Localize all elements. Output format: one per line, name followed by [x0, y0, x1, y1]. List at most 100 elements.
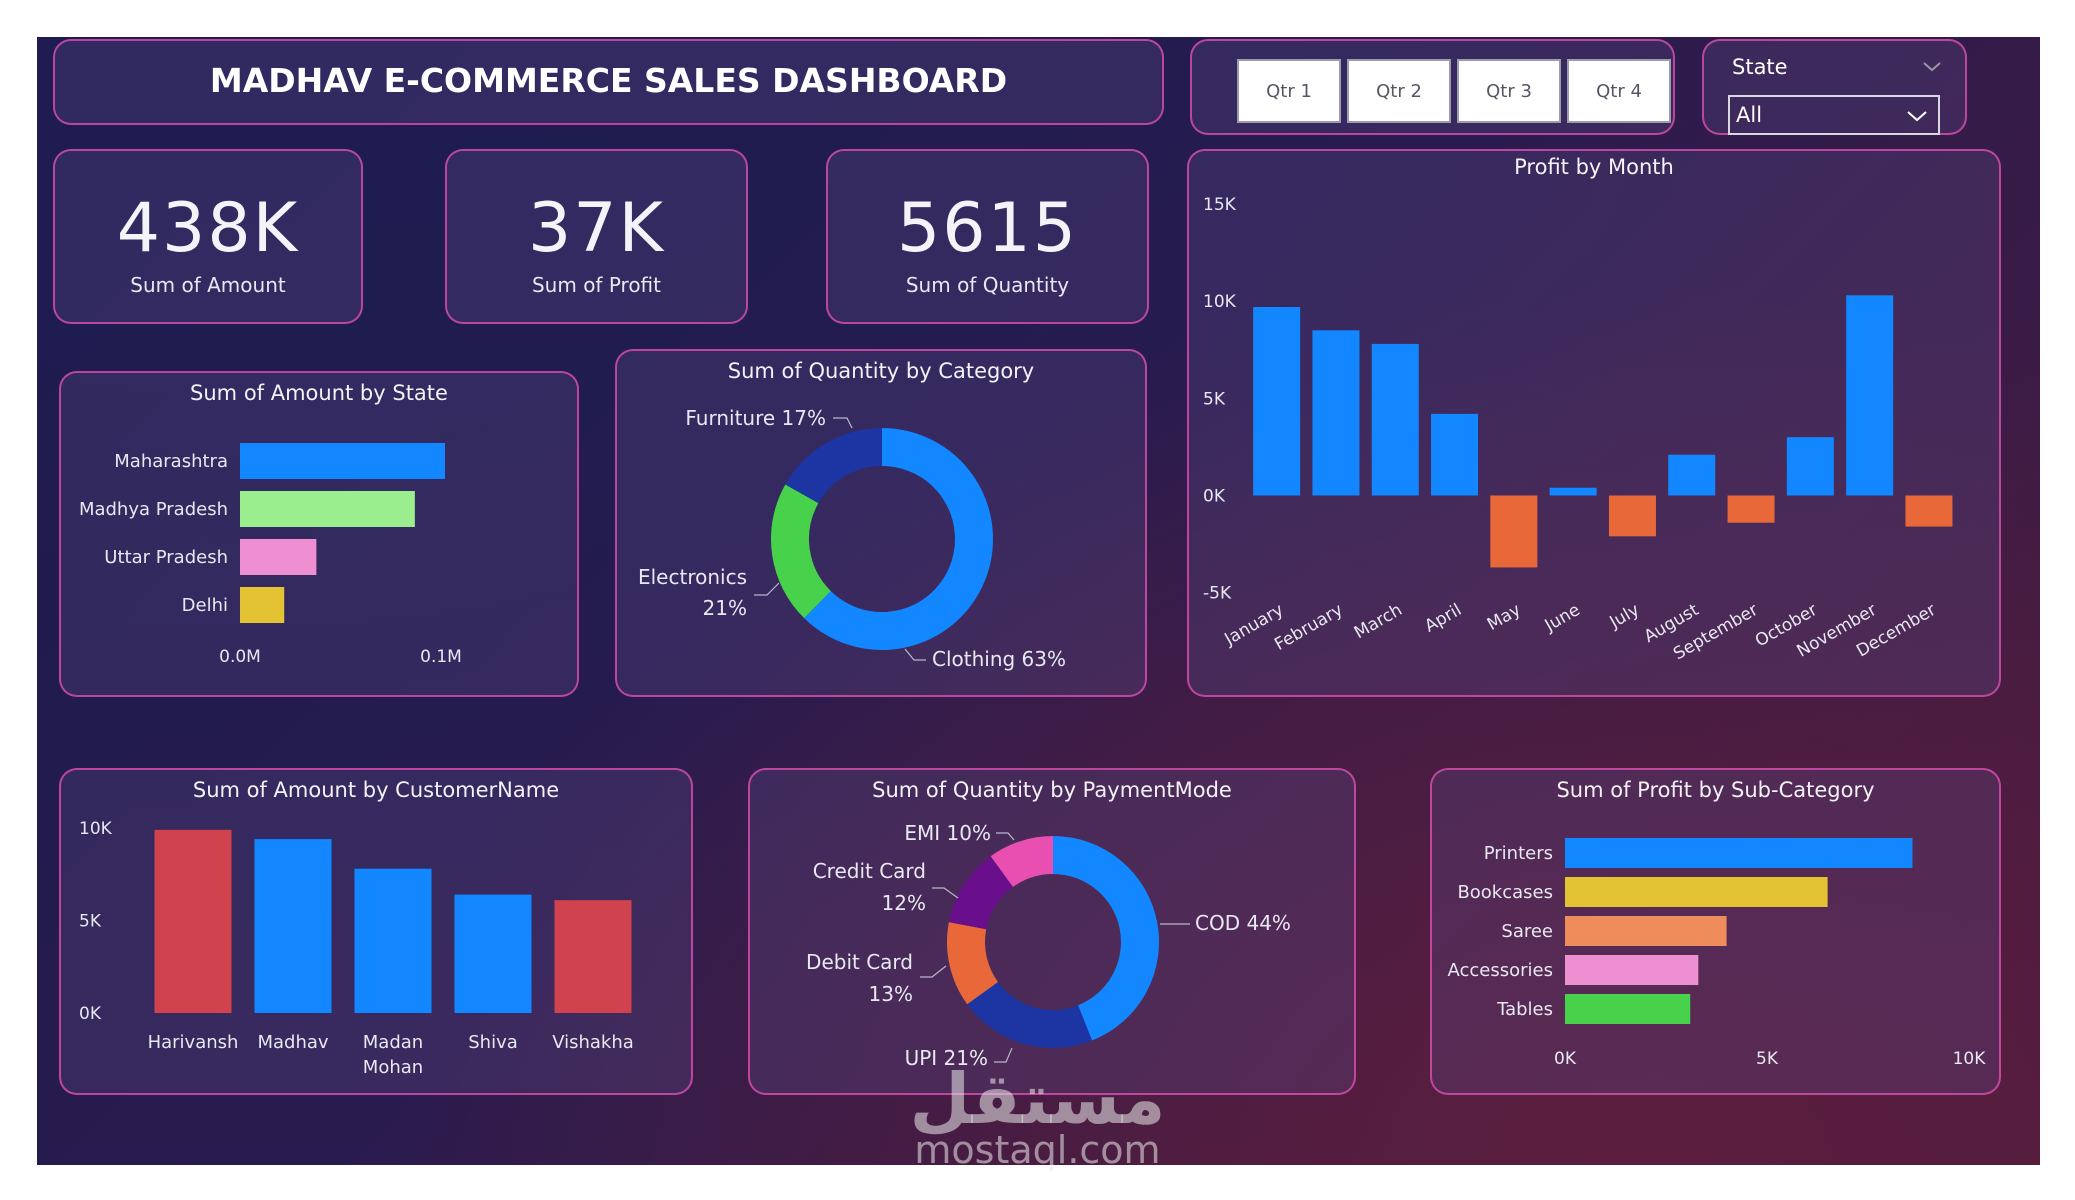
bar — [1549, 487, 1597, 496]
chart-title: Profit by Month — [1514, 155, 1674, 179]
bar — [254, 839, 332, 1013]
bar — [454, 894, 532, 1013]
category-label: Accessories — [1448, 960, 1554, 981]
chart-title: Sum of Amount by State — [190, 381, 448, 405]
bar — [354, 868, 432, 1013]
qtr-1-button[interactable]: Qtr 1 — [1237, 59, 1341, 123]
qtr-3-button[interactable]: Qtr 3 — [1457, 59, 1561, 123]
qtr-4-button[interactable]: Qtr 4 — [1567, 59, 1671, 123]
category-label: Saree — [1501, 921, 1553, 942]
slice-label: Credit Card — [813, 859, 926, 883]
y-tick-label: 5K — [79, 912, 102, 932]
quarter-slicer: Qtr 1 Qtr 2 Qtr 3 Qtr 4 — [1190, 39, 1675, 135]
chevron-down-icon — [1923, 62, 1941, 72]
x-tick-label: March — [1351, 600, 1406, 643]
x-tick-label: 0.0M — [219, 647, 261, 667]
profit-by-subcategory-panel: Sum of Profit by Sub-Category Printers Bo… — [1430, 768, 2001, 1095]
profit-by-subcategory-chart: Printers Bookcases Saree Accessories Tables 0… — [1448, 838, 1987, 1069]
x-tick-label: Vishakha — [552, 1032, 634, 1053]
chart-title: Sum of Quantity by PaymentMode — [872, 778, 1232, 802]
x-tick-label: February — [1271, 600, 1346, 655]
slice-label: Furniture 17% — [685, 406, 826, 430]
donut-slice — [990, 836, 1054, 888]
leader-line — [754, 582, 780, 596]
bar — [1312, 330, 1360, 496]
bar — [1565, 916, 1727, 946]
bar — [1608, 495, 1656, 537]
x-tick-label: April — [1421, 600, 1465, 637]
kpi-label: Sum of Amount — [130, 273, 286, 297]
bar — [1431, 413, 1479, 496]
y-tick-label: -5K — [1203, 584, 1232, 604]
x-tick-label: 5K — [1756, 1049, 1779, 1069]
donut-slice — [948, 856, 1014, 930]
kpi-label: Sum of Quantity — [905, 273, 1070, 297]
quantity-by-category-chart: Clothing 63% Electronics 21% Furniture 17% — [638, 406, 1066, 671]
bar — [554, 900, 632, 1013]
donut-slice — [804, 428, 993, 650]
bar — [1565, 955, 1699, 985]
slice-label: 12% — [882, 891, 926, 915]
kpi-card-amount: 438K Sum of Amount — [53, 149, 363, 324]
state-dropdown[interactable]: All — [1728, 95, 1940, 135]
chart-title: Sum of Quantity by Category — [727, 359, 1035, 383]
y-tick-label: 15K — [1203, 195, 1237, 215]
x-tick-label: Harivansh — [148, 1032, 239, 1053]
y-tick-label: 10K — [79, 819, 113, 839]
category-label: Madhya Pradesh — [79, 499, 228, 520]
quantity-by-payment-panel: Sum of Quantity by PaymentMode COD 44% UP… — [748, 768, 1356, 1095]
profit-by-month-panel: Profit by Month -5K 0K 5K 10K 15K January Febr… — [1187, 149, 2001, 697]
chart-title: Sum of Amount by CustomerName — [192, 778, 560, 802]
x-tick-label: June — [1541, 600, 1584, 636]
y-tick-label: 0K — [1203, 487, 1226, 507]
category-label: Maharashtra — [114, 451, 228, 472]
x-tick-label: 10K — [1953, 1049, 1987, 1069]
y-tick-label: 0K — [79, 1004, 102, 1024]
bar — [1565, 877, 1828, 907]
title-panel: MADHAV E-COMMERCE SALES DASHBOARD — [53, 39, 1164, 125]
chart-title: Sum of Profit by Sub-Category — [1556, 778, 1875, 802]
bar — [1846, 295, 1894, 496]
bar — [1905, 495, 1953, 527]
slice-label: Clothing 63% — [932, 647, 1066, 671]
bar — [240, 443, 446, 479]
qtr-2-button[interactable]: Qtr 2 — [1347, 59, 1451, 123]
bar — [1786, 437, 1834, 496]
bar — [240, 491, 415, 527]
leader-line — [932, 887, 959, 899]
slice-label: EMI 10% — [904, 821, 991, 845]
page-title: MADHAV E-COMMERCE SALES DASHBOARD — [209, 61, 1008, 100]
dashboard-canvas: MADHAV E-COMMERCE SALES DASHBOARD Qtr 1 … — [37, 37, 2040, 1165]
y-tick-label: 10K — [1203, 292, 1237, 312]
bar — [1565, 838, 1913, 868]
donut-slice — [947, 922, 999, 1005]
slice-label: COD 44% — [1195, 911, 1291, 935]
state-slicer-label: State — [1732, 55, 1788, 79]
leader-line — [833, 417, 853, 429]
bar — [154, 829, 232, 1013]
bar — [240, 539, 317, 575]
x-tick-label: Shiva — [468, 1032, 518, 1053]
x-tick-label: May — [1484, 600, 1524, 635]
slice-label: UPI 21% — [905, 1046, 988, 1070]
x-tick-label: Madan — [363, 1032, 423, 1053]
category-label: Bookcases — [1457, 882, 1553, 903]
bar — [1490, 495, 1538, 568]
donut-slice — [1052, 836, 1159, 1041]
amount-by-state-panel: Sum of Amount by State Maharashtra Madhya… — [59, 371, 579, 697]
category-label: Uttar Pradesh — [104, 547, 228, 568]
quantity-by-category-panel: Sum of Quantity by Category Clothing 63%… — [615, 349, 1147, 697]
kpi-label: Sum of Profit — [531, 273, 661, 297]
state-dropdown-value: All — [1736, 103, 1763, 127]
amount-by-customer-chart: 0K 5K 10K Harivansh Madhav Madan Mohan Shiva Vis… — [79, 819, 634, 1078]
category-label: Delhi — [182, 595, 228, 616]
leader-line — [996, 832, 1015, 841]
category-label: Tables — [1496, 999, 1553, 1020]
category-label: Printers — [1484, 843, 1553, 864]
donut-slice — [785, 428, 883, 504]
donut-slice — [967, 981, 1093, 1048]
kpi-value: 5615 — [896, 189, 1079, 268]
x-tick-label: Madhav — [257, 1032, 328, 1053]
state-slicer: State All — [1702, 39, 1967, 135]
